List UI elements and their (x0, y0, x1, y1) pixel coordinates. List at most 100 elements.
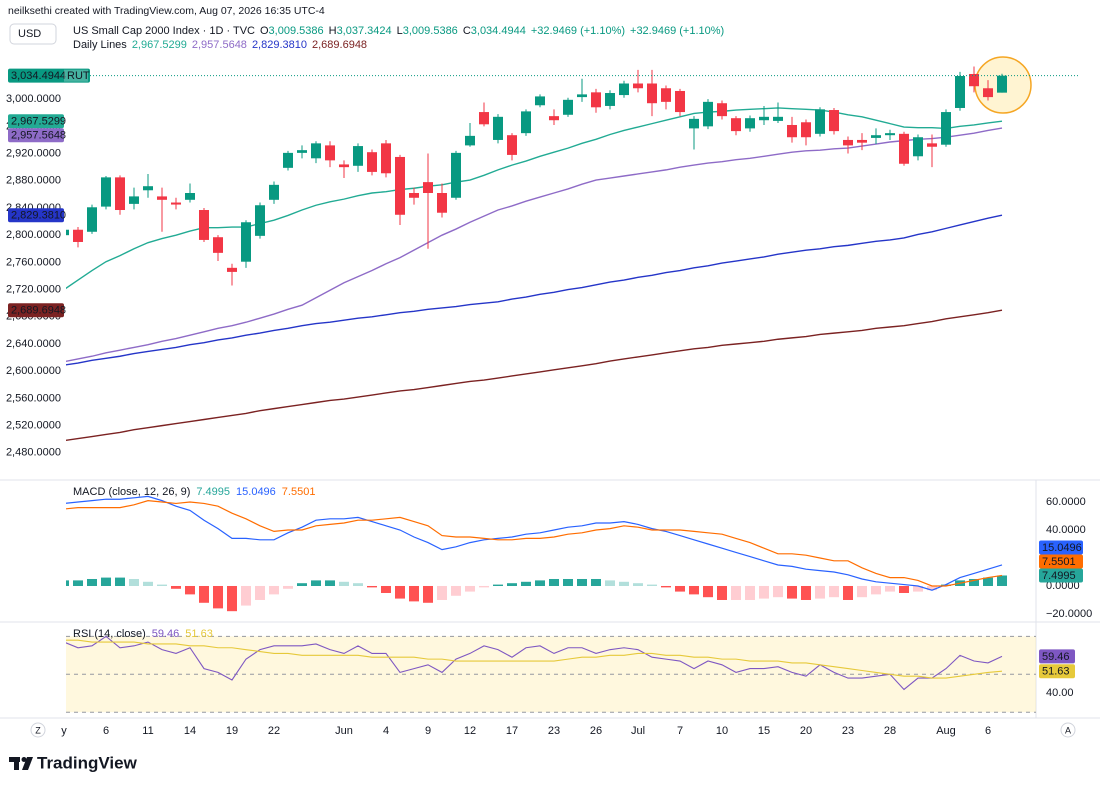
price-badge (1039, 540, 1083, 555)
candle-body (255, 205, 265, 236)
zoom-button[interactable] (30, 722, 46, 738)
auto-label[interactable]: A (1065, 725, 1071, 735)
candle-body (703, 101, 713, 127)
histogram-bar (969, 578, 979, 586)
zoom-label[interactable]: Z (35, 725, 41, 735)
histogram-bar (353, 583, 363, 586)
histogram-bar (185, 585, 195, 595)
candle-body (955, 76, 965, 108)
x-tick-label: Aug (936, 725, 956, 737)
candle-body (717, 103, 727, 117)
logo-part (14, 757, 19, 770)
histogram-bar (241, 585, 251, 606)
histogram-bar (787, 585, 797, 599)
histogram-bar (619, 581, 629, 586)
price-badge-label: 7.4995 (1042, 570, 1076, 582)
candle-body (591, 92, 601, 108)
y-tick-label: 2,880.0000 (6, 175, 61, 187)
legend: MACD (close, 12, 26, 9) 7.4995 15.0496 7.55… (73, 486, 315, 498)
histogram-bar (115, 577, 125, 586)
line (66, 127, 1003, 363)
candle-body (353, 146, 363, 166)
histogram-bar (199, 585, 209, 603)
candle-body (367, 152, 377, 172)
price-badge (1039, 664, 1075, 679)
candle-body (899, 133, 909, 164)
y-tick-label: 2,600.0000 (6, 365, 61, 377)
candle-body (157, 196, 167, 200)
candle-body (451, 152, 461, 198)
rsi-pane (66, 635, 1036, 713)
auto-button[interactable] (1060, 722, 1076, 738)
candle-body (969, 73, 979, 87)
x-tick-label: 22 (268, 725, 280, 737)
candle-body (199, 210, 209, 240)
candle-body (66, 229, 69, 236)
histogram-bar (535, 580, 545, 586)
y-tick-label: 40.00 (1046, 687, 1074, 699)
histogram-bar (381, 585, 391, 593)
x-tick-label: 7 (677, 725, 683, 737)
histogram-bar (297, 583, 307, 586)
candle-body (283, 152, 293, 168)
histogram-bar (423, 585, 433, 603)
histogram-bar (899, 585, 909, 593)
histogram-bar (465, 585, 475, 592)
legend-item: 3,009.5386 (269, 25, 324, 37)
y-tick-label: 40.0000 (1046, 524, 1086, 536)
y-tick-label: 2,640.0000 (6, 338, 61, 350)
x-tick-label: 6 (103, 725, 109, 737)
histogram-bar (507, 583, 517, 586)
histogram-bar (367, 585, 377, 588)
candle-body (661, 88, 671, 102)
candle-body (297, 150, 307, 153)
line (66, 635, 1003, 691)
candle-body (381, 143, 391, 174)
candle-body (171, 202, 181, 205)
price-pane (66, 66, 1080, 442)
histogram-bar (143, 581, 153, 586)
legend-item: US Small Cap 2000 Index · 1D · TVC (73, 25, 255, 37)
price-badge-label: 2,829.3810 (11, 210, 66, 222)
y-tick-label: 2,920.0000 (6, 147, 61, 159)
histogram-bar (815, 585, 825, 599)
y-tick-label: 2,520.0000 (6, 420, 61, 432)
currency[interactable]: USD (18, 28, 41, 40)
candle-body (465, 135, 475, 146)
x-tick-label: y (61, 725, 67, 737)
histogram-bar (927, 585, 937, 591)
candle-body (129, 196, 139, 204)
candle-body (773, 116, 783, 121)
price-badge-label: 2,967.5299 (11, 116, 66, 128)
histogram-bar (745, 585, 755, 600)
candle-body (633, 83, 643, 89)
legend-item: H (329, 25, 337, 37)
y-tick-label: 2,760.0000 (6, 256, 61, 268)
candle-body (997, 75, 1007, 93)
y-tick-label: 2,720.0000 (6, 283, 61, 295)
price-badge (1039, 649, 1075, 664)
histogram-bar (437, 585, 447, 600)
candle-body (983, 88, 993, 98)
price-badge (1039, 568, 1083, 583)
line (66, 309, 1003, 442)
candle-body (801, 122, 811, 138)
histogram-bar (857, 585, 867, 598)
histogram-bar (66, 580, 69, 586)
candle-body (857, 139, 867, 143)
y-tick-label: 3,000.0000 (6, 93, 61, 105)
price-badge-label: 59.46 (1042, 651, 1070, 663)
candle-body (829, 110, 839, 132)
line (66, 107, 1003, 290)
x-tick-label: 17 (506, 725, 518, 737)
histogram-bar (885, 585, 895, 592)
candle-body (647, 83, 657, 104)
legend-item: 3,034.4944 (471, 25, 526, 37)
histogram-bar (521, 581, 531, 586)
histogram-bar (87, 578, 97, 586)
histogram-bar (563, 578, 573, 586)
candle-body (241, 222, 251, 262)
candle-body (227, 267, 237, 272)
currency-button[interactable] (9, 23, 57, 45)
histogram-bar (255, 585, 265, 600)
